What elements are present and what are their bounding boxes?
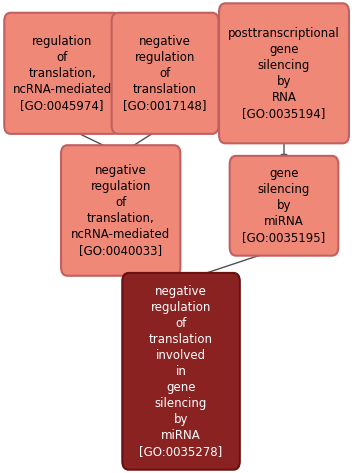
FancyBboxPatch shape: [122, 273, 240, 470]
Text: posttranscriptional
gene
silencing
by
RNA
[GO:0035194]: posttranscriptional gene silencing by RN…: [228, 27, 340, 120]
Text: gene
silencing
by
miRNA
[GO:0035195]: gene silencing by miRNA [GO:0035195]: [242, 167, 326, 244]
Text: negative
regulation
of
translation,
ncRNA-mediated
[GO:0040033]: negative regulation of translation, ncRN…: [71, 164, 170, 257]
Text: negative
regulation
of
translation
involved
in
gene
silencing
by
miRNA
[GO:00352: negative regulation of translation invol…: [140, 285, 223, 458]
FancyBboxPatch shape: [4, 13, 120, 134]
FancyBboxPatch shape: [111, 13, 218, 134]
FancyBboxPatch shape: [219, 3, 349, 143]
FancyBboxPatch shape: [61, 145, 180, 276]
FancyBboxPatch shape: [230, 156, 338, 256]
Text: regulation
of
translation,
ncRNA-mediated
[GO:0045974]: regulation of translation, ncRNA-mediate…: [12, 35, 112, 112]
Text: negative
regulation
of
translation
[GO:0017148]: negative regulation of translation [GO:0…: [123, 35, 207, 112]
